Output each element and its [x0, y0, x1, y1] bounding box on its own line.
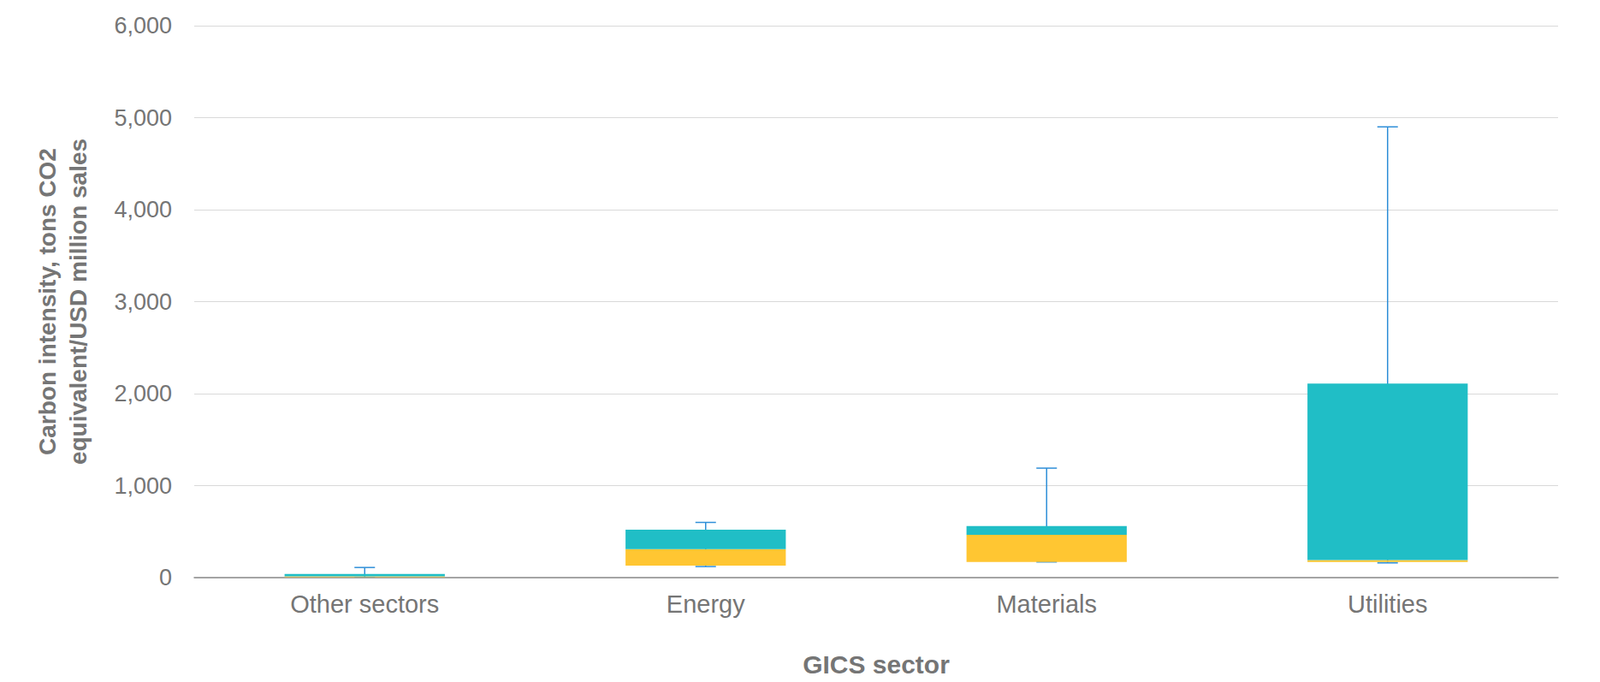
svg-text:0: 0	[159, 564, 172, 591]
svg-text:Other sectors: Other sectors	[290, 590, 439, 618]
svg-text:4,000: 4,000	[113, 196, 172, 223]
svg-text:5,000: 5,000	[113, 105, 172, 131]
svg-text:Carbon intensity, tons CO2: Carbon intensity, tons CO2	[34, 148, 61, 456]
svg-text:6,000: 6,000	[113, 12, 172, 39]
svg-text:equivalent/USD million sales: equivalent/USD million sales	[65, 138, 92, 465]
svg-text:Utilities: Utilities	[1347, 590, 1428, 618]
svg-text:Energy: Energy	[666, 590, 746, 618]
svg-text:3,000: 3,000	[113, 289, 172, 315]
svg-text:GICS sector: GICS sector	[802, 650, 950, 679]
svg-text:Materials: Materials	[995, 590, 1097, 618]
svg-text:2,000: 2,000	[113, 380, 172, 407]
svg-text:1,000: 1,000	[113, 473, 172, 499]
